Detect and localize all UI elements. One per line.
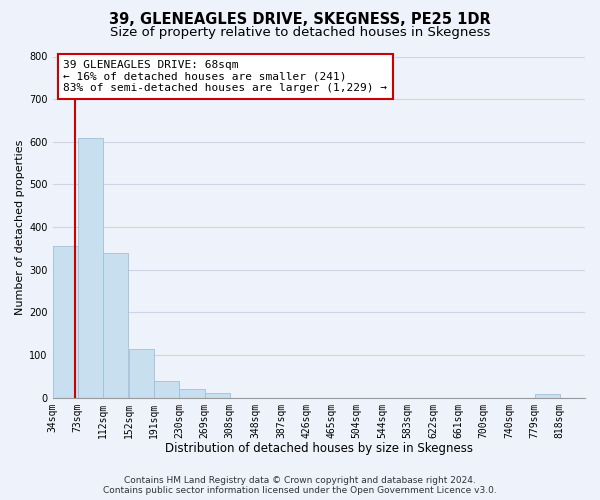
Bar xyxy=(179,389,205,398)
Y-axis label: Number of detached properties: Number of detached properties xyxy=(15,140,25,315)
Bar xyxy=(154,380,179,398)
Text: 39, GLENEAGLES DRIVE, SKEGNESS, PE25 1DR: 39, GLENEAGLES DRIVE, SKEGNESS, PE25 1DR xyxy=(109,12,491,28)
Text: Size of property relative to detached houses in Skegness: Size of property relative to detached ho… xyxy=(110,26,490,39)
Bar xyxy=(535,394,560,398)
Bar xyxy=(103,252,128,398)
Bar xyxy=(205,392,230,398)
X-axis label: Distribution of detached houses by size in Skegness: Distribution of detached houses by size … xyxy=(165,442,473,455)
Bar xyxy=(78,138,103,398)
Text: 39 GLENEAGLES DRIVE: 68sqm
← 16% of detached houses are smaller (241)
83% of sem: 39 GLENEAGLES DRIVE: 68sqm ← 16% of deta… xyxy=(63,60,387,93)
Bar xyxy=(129,348,154,398)
Text: Contains HM Land Registry data © Crown copyright and database right 2024.
Contai: Contains HM Land Registry data © Crown c… xyxy=(103,476,497,495)
Bar xyxy=(53,246,78,398)
